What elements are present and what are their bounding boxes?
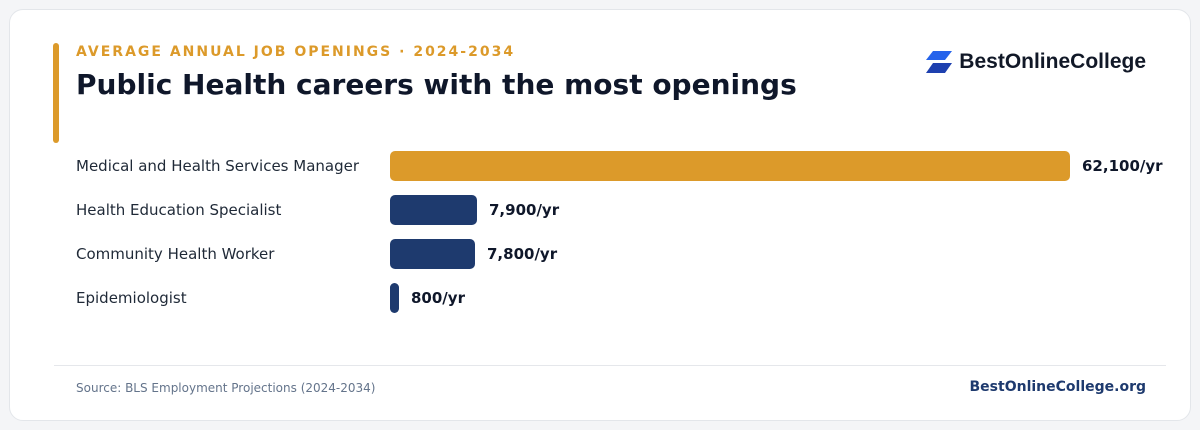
brand-logo: BestOnlineCollege xyxy=(926,50,1146,74)
bar xyxy=(390,195,477,225)
chart-eyebrow: AVERAGE ANNUAL JOB OPENINGS · 2024-2034 xyxy=(76,44,515,60)
footer-divider xyxy=(54,365,1166,366)
bar-value-label: 62,100/yr xyxy=(1082,150,1163,182)
bar xyxy=(390,239,475,269)
source-note: Source: BLS Employment Projections (2024… xyxy=(76,381,375,395)
stacked-parallelogram-logo-icon xyxy=(926,51,952,73)
bar-value-label: 7,800/yr xyxy=(487,238,557,270)
bar-category-label: Medical and Health Services Manager xyxy=(76,150,359,182)
bar-category-label: Community Health Worker xyxy=(76,238,274,270)
bar-value-label: 800/yr xyxy=(411,282,465,314)
chart-card: AVERAGE ANNUAL JOB OPENINGS · 2024-2034 … xyxy=(9,9,1191,421)
brand-name: BestOnlineCollege xyxy=(959,50,1146,74)
bar xyxy=(390,151,1070,181)
bar-category-label: Epidemiologist xyxy=(76,282,187,314)
bar xyxy=(390,283,399,313)
title-accent-bar xyxy=(53,43,59,143)
bar-category-label: Health Education Specialist xyxy=(76,194,281,226)
bar-value-label: 7,900/yr xyxy=(489,194,559,226)
site-link[interactable]: BestOnlineCollege.org xyxy=(970,379,1146,395)
chart-title: Public Health careers with the most open… xyxy=(76,68,797,101)
